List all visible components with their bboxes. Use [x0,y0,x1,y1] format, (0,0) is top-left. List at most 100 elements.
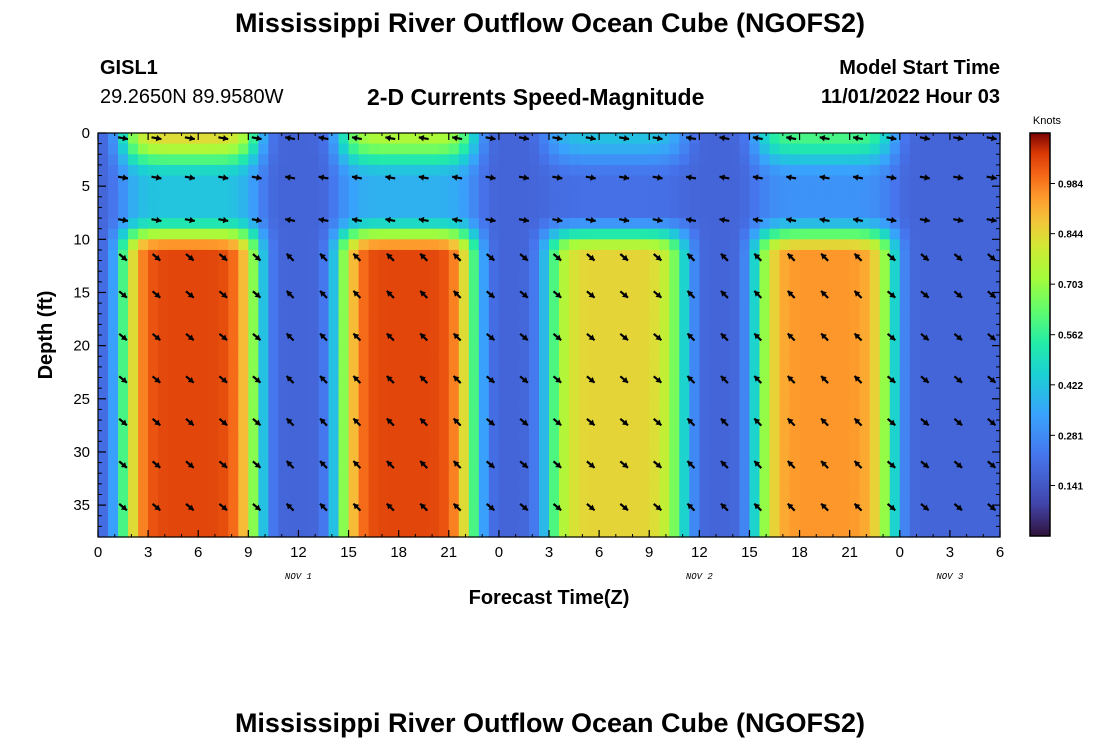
heatmap-cell [238,356,249,368]
heatmap-cell [198,186,209,198]
heatmap-cell [819,398,831,411]
heatmap-cell [348,271,360,283]
heatmap-cell [298,249,310,262]
heatmap-cell [679,515,690,527]
heatmap-cell [438,356,450,368]
heatmap-cell [689,515,700,527]
heatmap-cell [268,324,279,336]
heatmap-cell [168,186,179,198]
heatmap-cell [639,175,650,187]
heatmap-cell [589,249,600,262]
current-arrow [853,252,863,262]
heatmap-cell [408,271,420,283]
heatmap-cell [919,335,931,347]
heatmap-cell [739,409,751,421]
heatmap-cell [779,515,791,527]
heatmap-cell [518,281,530,294]
current-arrow [720,417,729,427]
heatmap-cell [639,164,650,177]
current-arrow [319,252,328,262]
heatmap-cell [809,313,821,325]
heatmap-cell [248,196,259,209]
heatmap-cell [358,377,370,389]
heatmap-cell [528,303,540,315]
heatmap-cell [609,462,620,474]
heatmap-cell [158,515,169,527]
heatmap-cell [939,324,951,336]
heatmap-cell [428,281,440,294]
heatmap-cell [749,515,761,527]
current-arrow [619,290,629,299]
heatmap-cell [368,335,380,347]
heatmap-cell [338,281,350,294]
heatmap-cell [108,260,119,272]
heatmap-cell [979,239,991,251]
heatmap-cell [378,483,390,496]
heatmap-cell [138,398,149,411]
heatmap-cell [128,281,139,294]
heatmap-cell [859,218,871,230]
heatmap-cell [298,143,310,155]
heatmap-cell [298,451,310,464]
heatmap-cell [468,356,480,368]
heatmap-cell [378,207,390,219]
current-arrow [720,375,729,384]
heatmap-cell [989,143,1001,155]
heatmap-cell [348,281,360,294]
heatmap-cell [458,292,470,304]
heatmap-cell [729,420,741,432]
heatmap-cell [508,473,520,485]
heatmap-cell [609,420,620,432]
heatmap-cell [428,345,440,357]
heatmap-cell [599,335,610,347]
heatmap-cell [749,462,761,474]
heatmap-cell [549,335,560,347]
heatmap-cell [949,143,961,155]
heatmap-cell [879,335,891,347]
heatmap-cell [799,377,811,389]
heatmap-cell [108,133,119,145]
current-arrow [151,332,162,342]
heatmap-cell [188,441,199,453]
heatmap-cell [488,505,500,517]
current-arrow [786,252,796,262]
heatmap-cell [288,515,300,527]
heatmap-cell [248,260,259,272]
heatmap-cell [288,335,300,347]
heatmap-cell [368,377,380,389]
heatmap-cell [498,483,510,496]
heatmap-cell [478,420,490,432]
heatmap-cell [288,377,300,389]
current-arrow [452,460,462,469]
current-direction-arrows [117,135,997,512]
heatmap-cell [428,207,440,219]
x-tick-label: 9 [244,544,252,561]
current-arrow [820,460,829,469]
heatmap-cell [308,451,320,464]
heatmap-cell [779,366,791,379]
heatmap-cell [248,473,259,485]
heatmap-cell [839,154,851,166]
heatmap-cell [769,388,781,400]
heatmap-cell [498,451,510,464]
heatmap-cell [549,515,560,527]
heatmap-cell [118,324,129,336]
heatmap-cell [679,207,690,219]
heatmap-cell [98,324,109,336]
heatmap-cell [869,462,881,474]
current-arrow [285,417,295,427]
heatmap-cell [188,430,199,442]
heatmap-cell [669,143,680,155]
heatmap-cell [909,154,921,166]
heatmap-cell [188,409,199,421]
heatmap-cell [569,303,580,315]
current-arrow [552,417,562,427]
heatmap-cell [458,420,470,432]
heatmap-cell [699,462,710,474]
heatmap-cell [228,196,239,209]
heatmap-cell [238,366,249,379]
heatmap-cell [769,324,781,336]
heatmap-cell [428,377,440,389]
heatmap-cell [829,313,841,325]
heatmap-cell [569,292,580,304]
